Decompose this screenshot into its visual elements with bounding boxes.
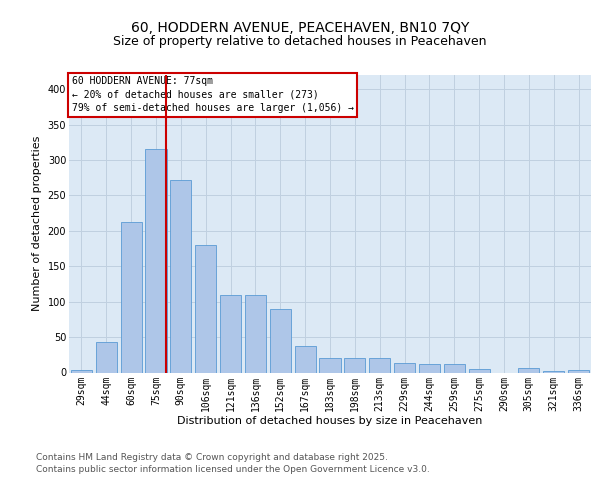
Bar — [71, 370, 92, 372]
Bar — [568, 370, 589, 372]
Bar — [444, 364, 465, 372]
Bar — [369, 358, 390, 372]
Bar — [419, 364, 440, 372]
Text: Contains HM Land Registry data © Crown copyright and database right 2025.: Contains HM Land Registry data © Crown c… — [36, 453, 388, 462]
Bar — [245, 294, 266, 372]
Bar — [469, 369, 490, 372]
Text: Size of property relative to detached houses in Peacehaven: Size of property relative to detached ho… — [113, 34, 487, 48]
Bar — [195, 245, 216, 372]
Text: 60 HODDERN AVENUE: 77sqm
← 20% of detached houses are smaller (273)
79% of semi-: 60 HODDERN AVENUE: 77sqm ← 20% of detach… — [71, 76, 353, 113]
Bar — [145, 150, 167, 372]
Bar — [344, 358, 365, 372]
Bar — [295, 346, 316, 372]
Bar — [543, 371, 564, 372]
Text: Contains public sector information licensed under the Open Government Licence v3: Contains public sector information licen… — [36, 466, 430, 474]
Bar — [319, 358, 341, 372]
Bar — [121, 222, 142, 372]
Text: 60, HODDERN AVENUE, PEACEHAVEN, BN10 7QY: 60, HODDERN AVENUE, PEACEHAVEN, BN10 7QY — [131, 20, 469, 34]
Y-axis label: Number of detached properties: Number of detached properties — [32, 136, 42, 312]
Bar — [170, 180, 191, 372]
Bar — [518, 368, 539, 372]
Bar — [394, 362, 415, 372]
Bar — [96, 342, 117, 372]
Bar — [220, 294, 241, 372]
X-axis label: Distribution of detached houses by size in Peacehaven: Distribution of detached houses by size … — [178, 416, 482, 426]
Bar — [270, 308, 291, 372]
